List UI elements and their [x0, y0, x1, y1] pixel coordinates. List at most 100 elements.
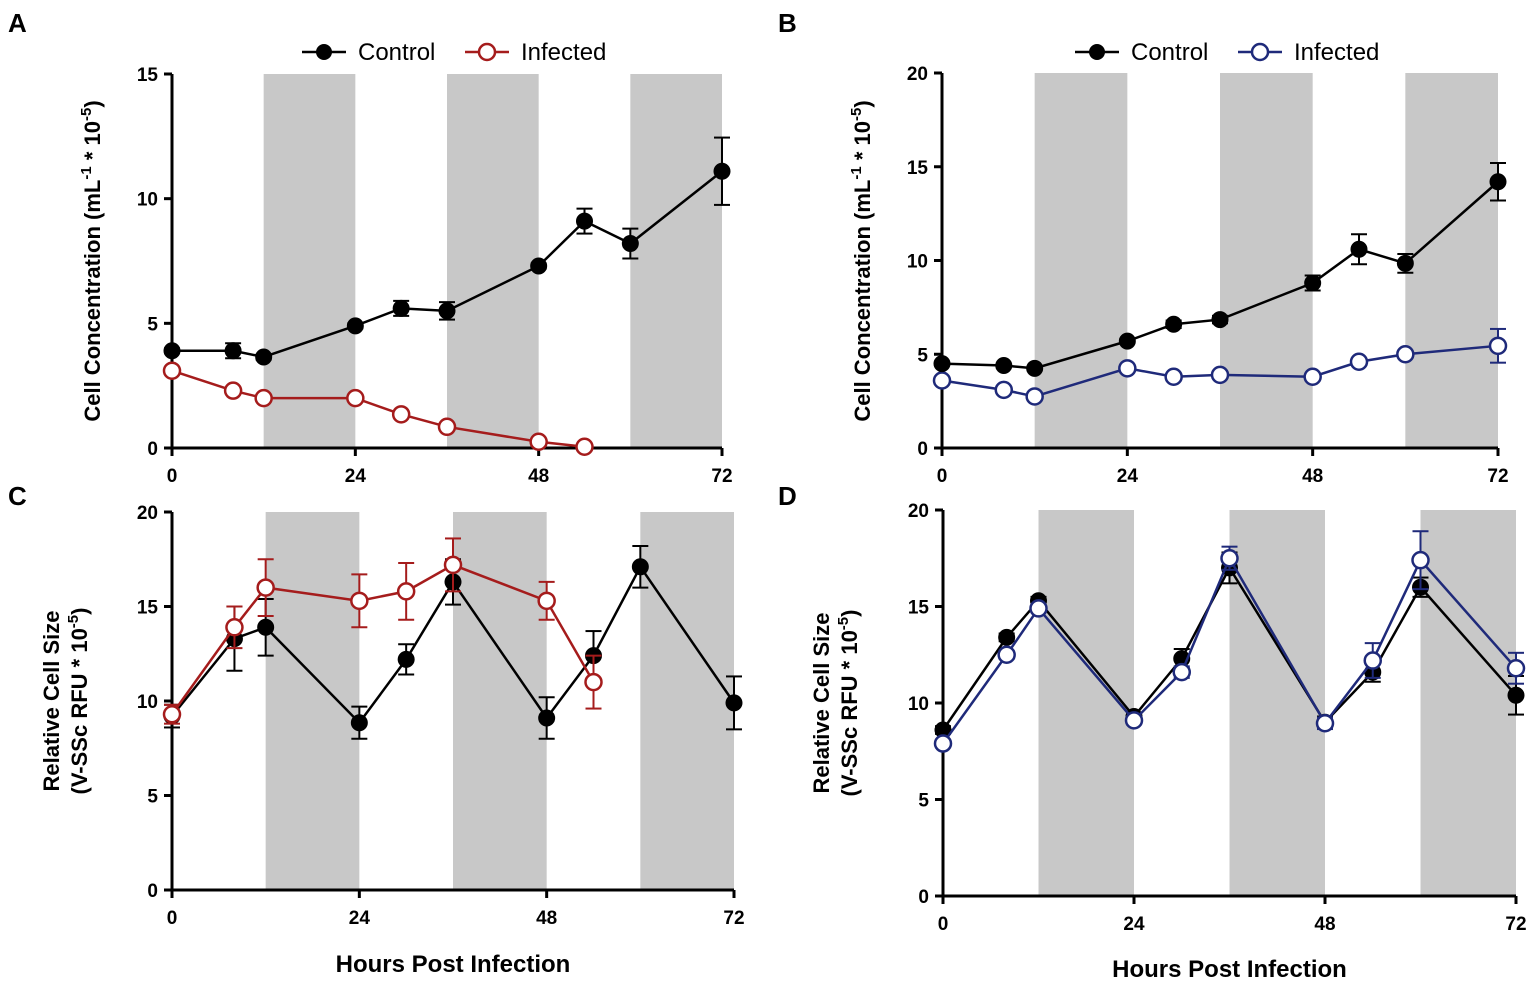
data-point: [1165, 315, 1183, 333]
data-point: [1396, 254, 1414, 272]
legend-control-marker: [1089, 44, 1105, 60]
series-control: [163, 136, 731, 366]
y-tick-label: 0: [917, 439, 928, 460]
series-line: [171, 564, 736, 725]
series-infected: [932, 327, 1508, 406]
panel-label: D: [778, 481, 797, 511]
dark-period-band: [1220, 73, 1313, 448]
panel-c: 0 5 10 15 20 0 24 48 72 C Relative Cell Size (V-SSc…: [8, 481, 745, 978]
data-point: [713, 162, 731, 180]
data-point: [932, 371, 952, 390]
data-point: [225, 618, 244, 637]
data-point: [1172, 662, 1191, 682]
dark-period-band: [263, 74, 356, 448]
data-point: [391, 405, 411, 424]
data-point: [256, 578, 275, 597]
x-tick-label: 72: [711, 466, 732, 487]
y-tick-label: 10: [137, 692, 158, 713]
data-point: [725, 694, 743, 712]
y-tick-label: 5: [917, 345, 928, 366]
data-point: [1315, 714, 1335, 733]
x-tick-label: 24: [349, 908, 371, 929]
data-point: [162, 704, 182, 724]
data-point: [1489, 173, 1507, 191]
x-tick-label: 0: [167, 466, 178, 487]
series-control: [163, 545, 743, 740]
x-tick-label: 48: [1302, 466, 1323, 487]
x-tick-label: 0: [167, 908, 178, 929]
data-point: [1118, 332, 1136, 350]
x-tick-label: 0: [937, 466, 948, 487]
x-tick-label: 72: [1487, 466, 1508, 487]
data-point: [530, 257, 548, 275]
dark-period-band: [630, 74, 722, 448]
data-point: [396, 582, 416, 601]
y-tick-label: 10: [907, 252, 928, 273]
legend-infected-label: Infected: [521, 39, 606, 66]
data-point: [163, 342, 181, 360]
data-point: [1210, 365, 1230, 385]
dark-period-band: [453, 512, 547, 890]
data-point: [631, 558, 649, 576]
series-infected: [162, 537, 603, 725]
x-tick-label: 72: [723, 908, 744, 929]
data-point: [254, 388, 273, 408]
series-line: [172, 170, 723, 359]
data-point: [933, 734, 953, 753]
data-point: [529, 432, 548, 452]
y-tick-label: 15: [908, 598, 930, 619]
dark-period-band: [640, 512, 734, 890]
data-point: [257, 618, 275, 636]
data-point: [1506, 659, 1526, 678]
x-axis-label: Hours Post Infection: [336, 951, 571, 978]
legend-control-marker: [316, 44, 332, 60]
data-point: [397, 650, 415, 668]
series-line: [941, 344, 1499, 398]
y-axis-label: Cell Concentration (mL-1​ * 10-5​): [848, 100, 875, 421]
data-point: [998, 628, 1016, 646]
data-point: [933, 355, 951, 373]
data-point: [1124, 711, 1144, 730]
data-point: [1411, 550, 1430, 570]
legend-infected-marker: [1250, 42, 1270, 62]
data-point: [575, 437, 594, 457]
data-point: [1211, 311, 1229, 329]
data-point: [392, 299, 410, 317]
series-control: [933, 162, 1507, 377]
dark-period-band: [1420, 510, 1516, 896]
y-axis-label: (V-SSc RFU * 10-5​): [65, 608, 92, 795]
data-point: [537, 591, 556, 611]
panel-label: A: [8, 8, 27, 38]
data-point: [438, 302, 456, 320]
data-point: [1026, 359, 1044, 377]
panel-label: B: [778, 8, 797, 38]
y-axis-label: Relative Cell Size: [39, 611, 64, 792]
y-tick-label: 0: [918, 887, 929, 908]
series-infected: [162, 361, 594, 457]
x-tick-label: 24: [1123, 914, 1145, 935]
data-point: [1304, 274, 1322, 292]
data-point: [1118, 359, 1137, 378]
y-tick-label: 5: [918, 791, 929, 812]
data-point: [350, 591, 369, 611]
dark-period-band: [265, 512, 360, 890]
x-tick-label: 0: [938, 914, 949, 935]
y-tick-label: 0: [147, 881, 158, 902]
legend-control-label: Control: [1131, 39, 1208, 66]
y-axis-label: Relative Cell Size: [809, 613, 834, 794]
series-infected: [933, 530, 1526, 753]
data-point: [576, 212, 593, 230]
data-point: [538, 709, 556, 727]
data-point: [224, 342, 242, 360]
legend-control-label: Control: [358, 39, 435, 66]
y-tick-label: 15: [137, 598, 159, 619]
data-point: [621, 235, 639, 253]
legend-infected-label: Infected: [1294, 39, 1379, 66]
data-point: [223, 381, 243, 400]
data-point: [1220, 549, 1239, 568]
data-point: [1350, 240, 1368, 258]
data-point: [346, 317, 364, 335]
y-tick-label: 20: [907, 64, 928, 85]
data-point: [994, 380, 1014, 400]
series-line: [941, 180, 1499, 370]
